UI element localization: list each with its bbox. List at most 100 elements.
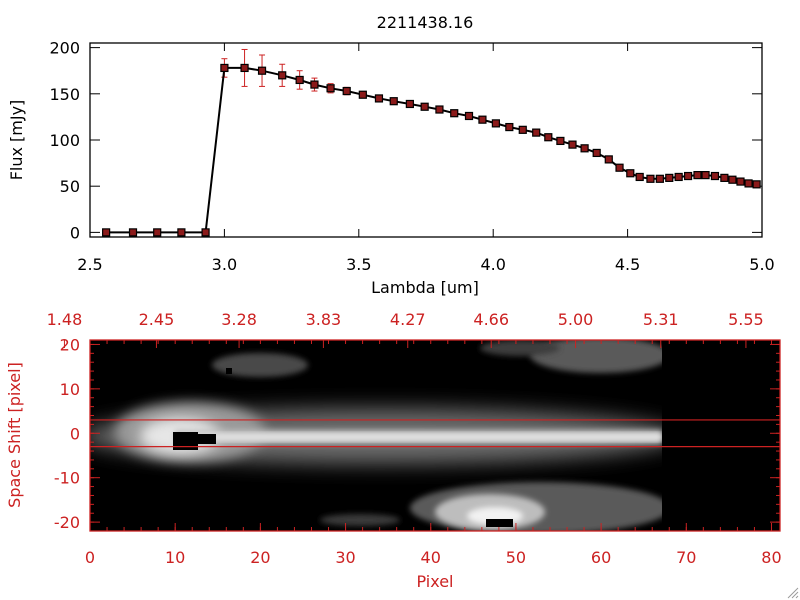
error-bars bbox=[221, 48, 760, 188]
y-tick-label: 0 bbox=[70, 424, 80, 443]
top-tick-label: 5.31 bbox=[643, 310, 679, 329]
top-tick-label: 4.27 bbox=[390, 310, 426, 329]
top-tick-label: 1.48 bbox=[47, 310, 83, 329]
data-point bbox=[342, 86, 351, 96]
data-point bbox=[374, 94, 384, 103]
y-tick-label: 200 bbox=[49, 39, 80, 58]
data-point bbox=[710, 171, 720, 181]
data-point bbox=[153, 228, 162, 237]
top-tick-label: 3.28 bbox=[221, 310, 257, 329]
chart-title: 2211438.16 bbox=[377, 13, 474, 32]
data-point bbox=[389, 97, 398, 106]
pixel-axis-label: Pixel bbox=[416, 572, 453, 591]
data-point bbox=[220, 63, 229, 73]
data-point bbox=[310, 80, 319, 89]
data-point bbox=[604, 155, 613, 164]
data-point bbox=[177, 228, 186, 237]
data-point bbox=[744, 179, 753, 188]
bottom-plot-frame bbox=[89, 339, 781, 532]
data-point bbox=[592, 148, 601, 158]
y-tick-label: 50 bbox=[60, 177, 80, 196]
y-tick-label: 150 bbox=[49, 85, 80, 104]
data-point bbox=[491, 119, 500, 128]
data-point bbox=[420, 102, 429, 111]
data-point bbox=[464, 111, 474, 121]
bottom-y-axis: -20 -10 0 10 20 bbox=[54, 335, 780, 532]
data-point bbox=[693, 171, 702, 180]
x-tick-label: 5.0 bbox=[749, 255, 774, 274]
data-point bbox=[505, 122, 514, 132]
data-point bbox=[201, 228, 210, 237]
top-y-axis: 0 50 100 150 200 bbox=[49, 39, 762, 242]
y-tick-label: -10 bbox=[54, 469, 80, 488]
data-point bbox=[665, 173, 674, 182]
top-tick-label: 3.83 bbox=[306, 310, 342, 329]
data-point bbox=[736, 177, 745, 186]
x-tick-label: 3.5 bbox=[346, 255, 371, 274]
flux-series-line bbox=[106, 66, 757, 234]
data-point bbox=[626, 169, 635, 178]
data-point bbox=[435, 105, 444, 114]
data-point bbox=[683, 171, 693, 181]
space-shift-axis-label: Space Shift [pixel] bbox=[5, 362, 24, 508]
data-point bbox=[568, 140, 577, 149]
data-point bbox=[102, 228, 111, 237]
data-point bbox=[450, 109, 459, 118]
y-tick-label: 0 bbox=[70, 223, 80, 242]
resize-grip-icon[interactable] bbox=[787, 587, 799, 599]
top-tick-label: 5.55 bbox=[728, 310, 764, 329]
data-point bbox=[295, 75, 304, 85]
data-point bbox=[405, 99, 414, 109]
data-point bbox=[635, 172, 644, 182]
y-tick-label: 10 bbox=[60, 380, 80, 399]
x-tick-label: 50 bbox=[506, 548, 526, 567]
y-tick-label: 100 bbox=[49, 131, 80, 150]
data-point bbox=[556, 136, 565, 146]
data-point bbox=[655, 174, 664, 183]
y-tick-label: -20 bbox=[54, 513, 80, 532]
data-point bbox=[478, 115, 487, 124]
wavelength-top-axis: 1.48 2.45 3.28 3.83 4.27 4.66 5.00 5.31 5.55 bbox=[47, 310, 764, 348]
data-point bbox=[646, 174, 655, 183]
data-point bbox=[532, 128, 541, 137]
spectrum-image-chart: 0 10 20 30 40 50 60 70 80 -20 -10 0 10 20 1.48 2.45 3.… bbox=[5, 310, 782, 591]
x-tick-label: 4.0 bbox=[480, 255, 505, 274]
data-point bbox=[720, 173, 729, 182]
top-tick-label: 5.00 bbox=[558, 310, 594, 329]
x-tick-label: 80 bbox=[761, 548, 781, 567]
y-axis-label: Flux [mJy] bbox=[7, 100, 26, 181]
x-tick-label: 10 bbox=[165, 548, 185, 567]
data-point bbox=[752, 180, 761, 189]
data-point bbox=[240, 63, 249, 73]
x-tick-label: 2.5 bbox=[77, 255, 102, 274]
data-point bbox=[257, 66, 267, 75]
x-tick-label: 70 bbox=[676, 548, 696, 567]
x-tick-label: 20 bbox=[250, 548, 270, 567]
data-point bbox=[544, 133, 553, 142]
x-tick-label: 4.5 bbox=[615, 255, 640, 274]
x-tick-label: 40 bbox=[421, 548, 441, 567]
x-tick-label: 3.0 bbox=[212, 255, 237, 274]
top-tick-label: 2.45 bbox=[139, 310, 175, 329]
spectrum-chart: 2211438.16 2.5 3.0 3.5 4.0 4.5 5.0 0501001502… bbox=[7, 13, 775, 297]
data-point bbox=[326, 84, 335, 93]
data-point bbox=[615, 163, 624, 172]
data-point bbox=[728, 175, 737, 184]
data-point bbox=[518, 125, 527, 134]
y-tick-label: 20 bbox=[60, 335, 80, 354]
bottom-x-axis: 0 10 20 30 40 50 60 70 80 bbox=[85, 340, 782, 567]
x-axis-label: Lambda [um] bbox=[371, 278, 479, 297]
data-point bbox=[701, 171, 710, 180]
x-tick-label: 0 bbox=[85, 548, 95, 567]
top-tick-label: 4.66 bbox=[473, 310, 509, 329]
x-tick-label: 60 bbox=[591, 548, 611, 567]
spectrum-image bbox=[90, 340, 662, 531]
top-x-axis: 2.5 3.0 3.5 4.0 4.5 5.0 bbox=[77, 43, 775, 274]
data-point bbox=[128, 228, 138, 237]
data-point bbox=[674, 172, 683, 182]
data-point bbox=[358, 90, 367, 99]
data-point bbox=[580, 144, 589, 153]
data-point bbox=[278, 71, 287, 80]
top-plot-frame bbox=[89, 42, 763, 238]
